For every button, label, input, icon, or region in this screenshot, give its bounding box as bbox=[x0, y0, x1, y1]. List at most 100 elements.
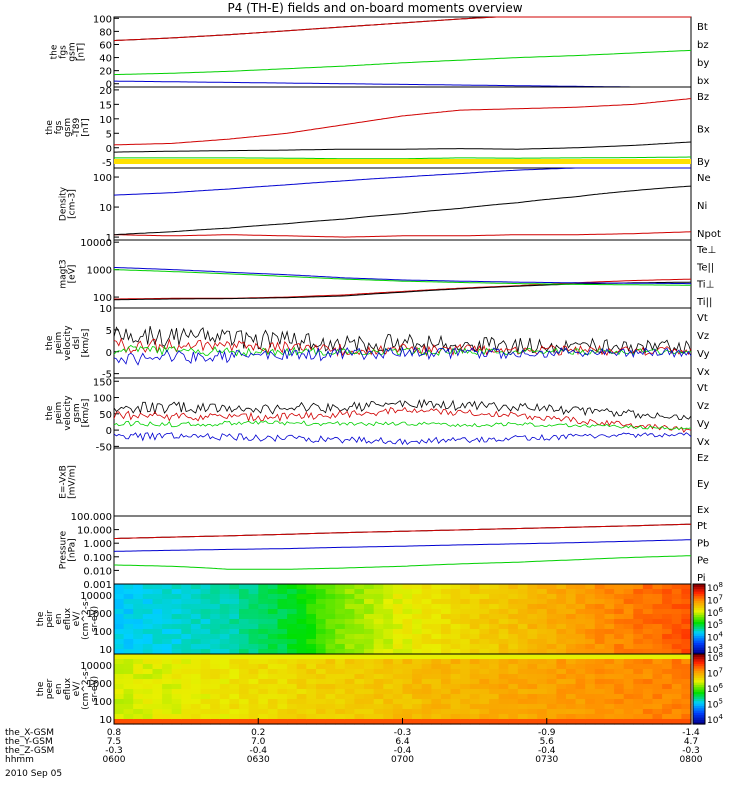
heat-cell-ion_efflux-19-0 bbox=[296, 584, 307, 590]
heat-cell-electron_efflux-46-13 bbox=[556, 719, 567, 725]
colorbar-seg-ion_efflux-5 bbox=[693, 640, 705, 643]
heat-cell-ion_efflux-27-8 bbox=[373, 624, 384, 630]
heat-cell-electron_efflux-37-1 bbox=[469, 659, 480, 665]
colorbar-seg-ion_efflux-14 bbox=[693, 619, 705, 622]
ylabel-velocity_gsm-3: gsm bbox=[72, 403, 82, 422]
heat-cell-electron_efflux-59-6 bbox=[681, 684, 692, 690]
heat-cell-electron_efflux-10-9 bbox=[210, 699, 221, 705]
heat-cell-ion_efflux-29-12 bbox=[392, 644, 404, 650]
heat-cell-ion_efflux-15-2 bbox=[258, 594, 269, 600]
heat-cell-ion_efflux-7-4 bbox=[181, 604, 192, 610]
heat-cell-electron_efflux-4-4 bbox=[152, 674, 163, 680]
heat-cell-ion_efflux-29-1 bbox=[392, 589, 404, 595]
heat-cell-electron_efflux-19-5 bbox=[296, 679, 307, 685]
heat-cell-ion_efflux-27-13 bbox=[373, 649, 384, 655]
heat-cell-electron_efflux-38-3 bbox=[479, 669, 490, 675]
heat-cell-electron_efflux-42-13 bbox=[517, 719, 529, 725]
colorbar-seg-electron_efflux-26 bbox=[693, 661, 705, 664]
heat-cell-electron_efflux-36-8 bbox=[460, 694, 471, 700]
heat-cell-electron_efflux-26-10 bbox=[364, 704, 375, 710]
heat-cell-ion_efflux-40-8 bbox=[498, 624, 509, 630]
heat-cell-ion_efflux-59-4 bbox=[681, 604, 692, 610]
heat-cell-ion_efflux-46-9 bbox=[556, 629, 567, 635]
heat-cell-electron_efflux-1-1 bbox=[123, 659, 134, 665]
heat-cell-ion_efflux-31-2 bbox=[412, 594, 423, 600]
heat-cell-ion_efflux-11-7 bbox=[219, 619, 230, 625]
heat-cell-ion_efflux-25-8 bbox=[354, 624, 365, 630]
heat-cell-ion_efflux-36-2 bbox=[460, 594, 471, 600]
heat-cell-ion_efflux-52-4 bbox=[614, 604, 625, 610]
heat-cell-electron_efflux-7-3 bbox=[181, 669, 192, 675]
heat-cell-electron_efflux-8-6 bbox=[190, 684, 202, 690]
heat-cell-electron_efflux-38-13 bbox=[479, 719, 490, 725]
series-fgs_gsm_t89-2 bbox=[114, 156, 691, 160]
heat-cell-ion_efflux-49-6 bbox=[585, 614, 596, 620]
heat-cell-ion_efflux-49-9 bbox=[585, 629, 596, 635]
heat-cell-ion_efflux-22-12 bbox=[325, 644, 336, 650]
ytick-label-pressure-5: 100.000 bbox=[71, 512, 112, 523]
heat-cell-ion_efflux-26-0 bbox=[364, 584, 375, 590]
heat-cell-ion_efflux-46-6 bbox=[556, 614, 567, 620]
heat-cell-ion_efflux-2-1 bbox=[133, 589, 144, 595]
heat-cell-electron_efflux-16-12 bbox=[267, 714, 279, 720]
heat-cell-electron_efflux-12-1 bbox=[229, 659, 240, 665]
heat-cell-ion_efflux-14-7 bbox=[248, 619, 259, 625]
legend-velocity_gsm-0: Vt bbox=[697, 383, 708, 394]
heat-cell-electron_efflux-12-4 bbox=[229, 674, 240, 680]
heat-cell-electron_efflux-7-1 bbox=[181, 659, 192, 665]
heat-cell-ion_efflux-30-8 bbox=[402, 624, 413, 630]
legend-efield-0: Ez bbox=[697, 453, 709, 464]
heat-cell-ion_efflux-24-9 bbox=[344, 629, 355, 635]
colorbar-seg-ion_efflux-28 bbox=[693, 586, 705, 590]
heat-cell-electron_efflux-43-4 bbox=[527, 674, 538, 680]
heat-cell-ion_efflux-5-13 bbox=[162, 649, 173, 655]
heat-cell-ion_efflux-49-7 bbox=[585, 619, 596, 625]
heat-cell-ion_efflux-55-0 bbox=[642, 584, 654, 590]
heat-cell-ion_efflux-51-1 bbox=[604, 589, 615, 595]
heat-cell-ion_efflux-49-4 bbox=[585, 604, 596, 610]
heat-cell-ion_efflux-43-1 bbox=[527, 589, 538, 595]
ylabel-ion_efflux-4: eV/ bbox=[72, 611, 82, 627]
heat-cell-ion_efflux-40-3 bbox=[498, 599, 509, 605]
heat-cell-electron_efflux-0-0 bbox=[114, 654, 125, 660]
heat-cell-ion_efflux-33-12 bbox=[431, 644, 442, 650]
heat-cell-ion_efflux-59-9 bbox=[681, 629, 692, 635]
heat-cell-ion_efflux-23-6 bbox=[335, 614, 346, 620]
heat-cell-electron_efflux-41-8 bbox=[508, 694, 519, 700]
heat-cell-ion_efflux-56-0 bbox=[652, 584, 663, 590]
heat-cell-electron_efflux-59-8 bbox=[681, 694, 692, 700]
colorbar-seg-electron_efflux-12 bbox=[693, 693, 705, 697]
heat-cell-electron_efflux-45-5 bbox=[546, 679, 557, 685]
heat-cell-electron_efflux-29-4 bbox=[392, 674, 404, 680]
heat-cell-ion_efflux-59-5 bbox=[681, 609, 692, 615]
heat-cell-ion_efflux-37-1 bbox=[469, 589, 480, 595]
legend-fgs_gsm_t89-0: Bz bbox=[697, 92, 709, 103]
heat-cell-electron_efflux-42-9 bbox=[517, 699, 529, 705]
heat-cell-ion_efflux-11-8 bbox=[219, 624, 230, 630]
heat-cell-electron_efflux-34-9 bbox=[441, 699, 452, 705]
heat-cell-ion_efflux-32-13 bbox=[421, 649, 432, 655]
heat-cell-electron_efflux-39-8 bbox=[489, 694, 500, 700]
heat-cell-ion_efflux-6-1 bbox=[171, 589, 182, 595]
heat-cell-ion_efflux-37-3 bbox=[469, 599, 480, 605]
heat-cell-electron_efflux-4-8 bbox=[152, 694, 163, 700]
heat-cell-electron_efflux-19-12 bbox=[296, 714, 307, 720]
legend-temperature-1: Te|| bbox=[696, 262, 714, 273]
heat-cell-ion_efflux-39-0 bbox=[489, 584, 500, 590]
heat-cell-electron_efflux-41-9 bbox=[508, 699, 519, 705]
heat-cell-electron_efflux-35-8 bbox=[450, 694, 461, 700]
heat-cell-ion_efflux-55-8 bbox=[642, 624, 654, 630]
heat-cell-ion_efflux-3-10 bbox=[142, 634, 153, 640]
heat-cell-electron_efflux-8-10 bbox=[190, 704, 202, 710]
heat-cell-electron_efflux-52-13 bbox=[614, 719, 625, 725]
ytick-label-temperature-2: 10000 bbox=[80, 238, 112, 249]
heat-cell-electron_efflux-40-2 bbox=[498, 664, 509, 670]
heat-cell-ion_efflux-25-10 bbox=[354, 634, 365, 640]
heat-cell-electron_efflux-22-5 bbox=[325, 679, 336, 685]
heat-cell-electron_efflux-35-9 bbox=[450, 699, 461, 705]
heat-cell-ion_efflux-48-7 bbox=[575, 619, 586, 625]
heat-cell-electron_efflux-31-13 bbox=[412, 719, 423, 725]
heat-cell-electron_efflux-16-4 bbox=[267, 674, 279, 680]
heat-cell-electron_efflux-0-5 bbox=[114, 679, 125, 685]
heat-cell-ion_efflux-3-5 bbox=[142, 609, 153, 615]
